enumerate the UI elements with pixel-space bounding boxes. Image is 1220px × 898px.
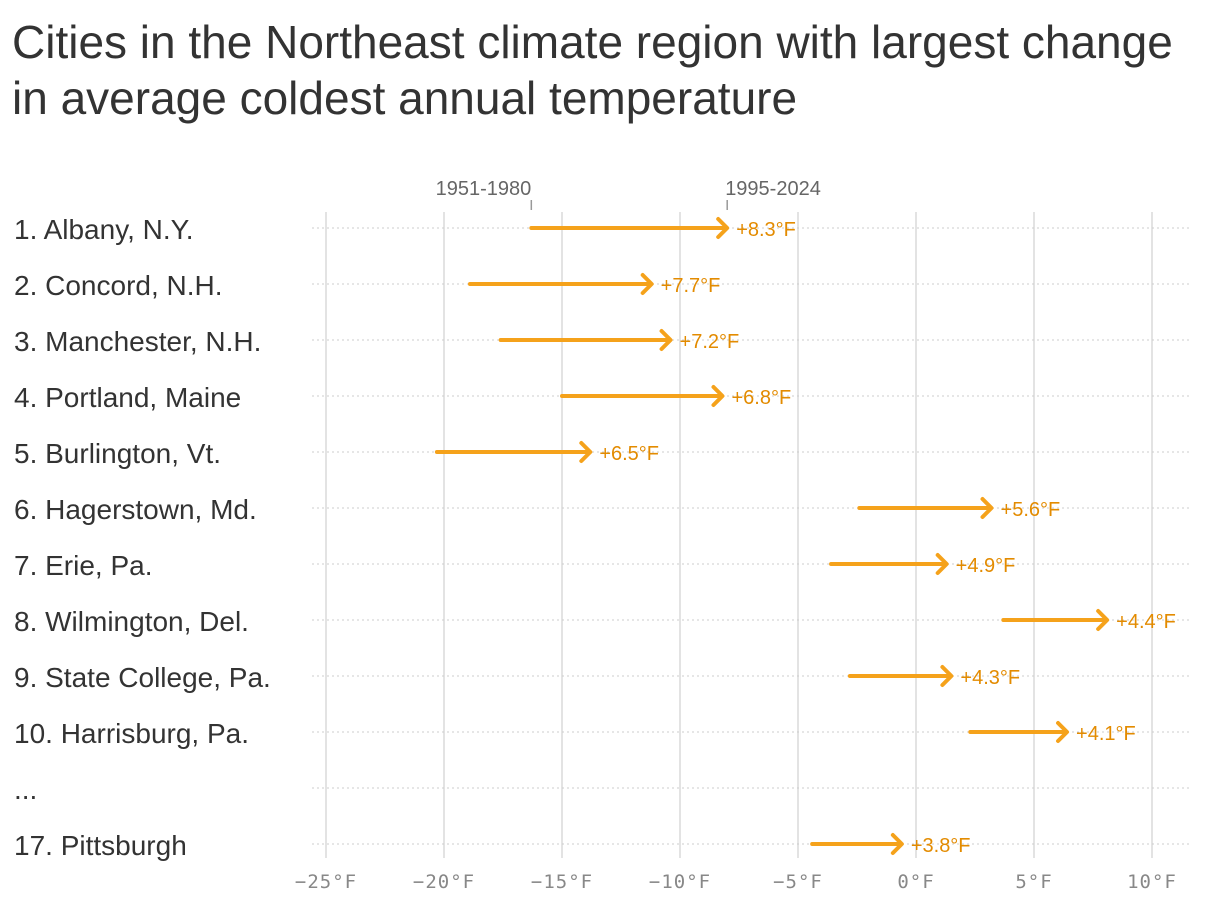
legend-start-label: 1951-1980 — [436, 178, 532, 200]
x-tick-label: −10°F — [649, 871, 711, 893]
row-label: 7. Erie, Pa. — [14, 550, 153, 581]
x-tick-label: −15°F — [531, 871, 593, 893]
row-label: 10. Harrisburg, Pa. — [14, 718, 249, 749]
change-label: +5.6°F — [1001, 499, 1061, 521]
x-tick-label: −20°F — [413, 871, 475, 893]
arrow-head — [659, 329, 673, 351]
arrow-head — [640, 273, 654, 295]
chart-title: Cities in the Northeast climate region w… — [12, 16, 1173, 124]
row-label: 2. Concord, N.H. — [14, 270, 223, 301]
row-label: 17. Pittsburgh — [14, 830, 187, 861]
row-label: 6. Hagerstown, Md. — [14, 494, 257, 525]
x-tick-label: −25°F — [295, 871, 357, 893]
legend-end-label: 1995-2024 — [725, 178, 821, 200]
change-label: +6.8°F — [731, 387, 791, 409]
arrow-head — [1056, 721, 1070, 743]
change-label: +4.1°F — [1076, 723, 1136, 745]
change-label: +4.3°F — [960, 667, 1020, 689]
change-label: +3.8°F — [911, 835, 971, 857]
arrow-head — [980, 497, 994, 519]
row-label: 9. State College, Pa. — [14, 662, 271, 693]
arrow-head — [935, 553, 949, 575]
change-label: +4.4°F — [1116, 611, 1176, 633]
change-label: +8.3°F — [736, 219, 796, 241]
arrow-head — [711, 385, 725, 407]
row-label: 3. Manchester, N.H. — [14, 326, 261, 357]
x-tick-label: −5°F — [773, 871, 823, 893]
x-tick-label: 0°F — [897, 871, 934, 893]
arrow-head — [716, 217, 730, 239]
change-label: +7.2°F — [680, 331, 740, 353]
arrow-head — [579, 441, 593, 463]
arrow-head — [890, 833, 904, 855]
row-label: 8. Wilmington, Del. — [14, 606, 249, 637]
x-tick-label: 5°F — [1015, 871, 1052, 893]
row-label: ... — [14, 774, 37, 805]
x-tick-label: 10°F — [1127, 871, 1177, 893]
change-label: +7.7°F — [661, 275, 721, 297]
arrow-head — [1096, 609, 1110, 631]
change-label: +6.5°F — [599, 443, 659, 465]
arrow-head — [940, 665, 954, 687]
row-label: 1. Albany, N.Y. — [14, 214, 194, 245]
row-label: 4. Portland, Maine — [14, 382, 241, 413]
row-label: 5. Burlington, Vt. — [14, 438, 221, 469]
change-label: +4.9°F — [956, 555, 1016, 577]
